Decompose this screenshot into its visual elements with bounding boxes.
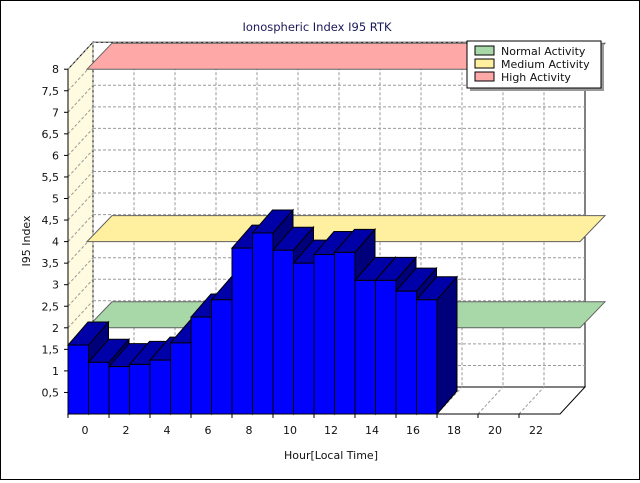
y-tick-label: 3,5 <box>42 257 60 270</box>
bar-4 <box>149 359 171 415</box>
legend-swatch-0 <box>474 45 495 56</box>
x-tick-label: 12 <box>324 424 338 437</box>
y-tick-label: 5 <box>52 193 59 206</box>
legend-label-2: High Activity <box>501 71 571 84</box>
activity-band-1 <box>85 215 607 243</box>
x-tick-label: 4 <box>164 424 171 437</box>
grid-line-side <box>67 171 94 199</box>
axes: 0,5 1 1,5 2 2,5 3 3,5 4 4,5 5 5,5 6 6,5 7 7,5 8 0 2 4 6 8 10 1… <box>42 63 560 437</box>
chart-title: Ionospheric Index I95 RTK <box>242 20 391 34</box>
bar-5 <box>170 342 192 415</box>
bar-3 <box>129 363 151 415</box>
grid-line-side <box>67 41 94 70</box>
legend-swatch-2 <box>474 71 495 82</box>
y-tick-label: 0,5 <box>42 386 60 399</box>
y-tick-label: 2 <box>52 322 59 335</box>
y-tick-label: 6 <box>52 149 59 162</box>
x-tick-label: 10 <box>283 424 297 437</box>
bar-10 <box>272 249 294 415</box>
bar-17 <box>416 299 438 415</box>
grid-line-side <box>67 128 94 156</box>
x-tick-label: 16 <box>406 424 420 437</box>
y-tick-label: 6,5 <box>42 128 60 141</box>
bar-8 <box>231 247 253 415</box>
bar-9 <box>252 232 274 415</box>
x-tick-label: 22 <box>529 424 543 437</box>
bar-side-17 <box>436 275 458 416</box>
y-tick-label: 7 <box>52 106 59 119</box>
bar-13 <box>334 251 356 415</box>
bar-14 <box>354 279 376 415</box>
y-tick-label: 4,5 <box>42 214 60 227</box>
grid-line-side <box>67 278 94 307</box>
legend-label-1: Medium Activity <box>501 58 590 71</box>
x-tick-label: 20 <box>488 424 502 437</box>
grid-line-side <box>67 257 94 286</box>
x-tick-label: 6 <box>205 424 212 437</box>
x-tick-label: 0 <box>82 424 89 437</box>
grid-line-side <box>67 192 94 221</box>
grid-line-side <box>67 84 94 113</box>
bar-12 <box>313 254 335 415</box>
bar-2 <box>108 366 130 415</box>
bar-16 <box>395 290 417 415</box>
y-tick-label: 7,5 <box>42 85 60 98</box>
grid-line-floor <box>477 386 504 415</box>
grid-line-side <box>67 106 94 135</box>
legend-label-0: Normal Activity <box>501 45 586 58</box>
x-tick-label: 2 <box>123 424 130 437</box>
x-tick-label: 14 <box>365 424 379 437</box>
y-tick-label: 2,5 <box>42 300 60 313</box>
grid-line-floor <box>518 386 545 415</box>
y-axis-label: I95 Index <box>20 215 33 267</box>
grid-line-side <box>67 214 94 242</box>
bar-6 <box>190 316 212 415</box>
grid-line-side <box>67 300 94 329</box>
legend-swatch-1 <box>474 58 495 69</box>
bar-1 <box>88 361 110 415</box>
grid-line-side <box>67 149 94 178</box>
bars <box>66 208 459 416</box>
y-tick-label: 8 <box>52 63 59 76</box>
x-tick-label: 18 <box>447 424 461 437</box>
bar-7 <box>211 299 233 415</box>
y-tick-label: 1 <box>52 365 59 378</box>
bar-0 <box>67 344 89 415</box>
y-tick-label: 4 <box>52 236 59 249</box>
bar-11 <box>293 262 315 415</box>
x-axis-label: Hour[Local Time] <box>284 449 378 462</box>
y-tick-label: 5,5 <box>42 171 60 184</box>
bar-15 <box>375 279 397 415</box>
y-tick-label: 3 <box>52 279 59 292</box>
x-tick-label: 8 <box>246 424 253 437</box>
y-tick-label: 1,5 <box>42 343 60 356</box>
